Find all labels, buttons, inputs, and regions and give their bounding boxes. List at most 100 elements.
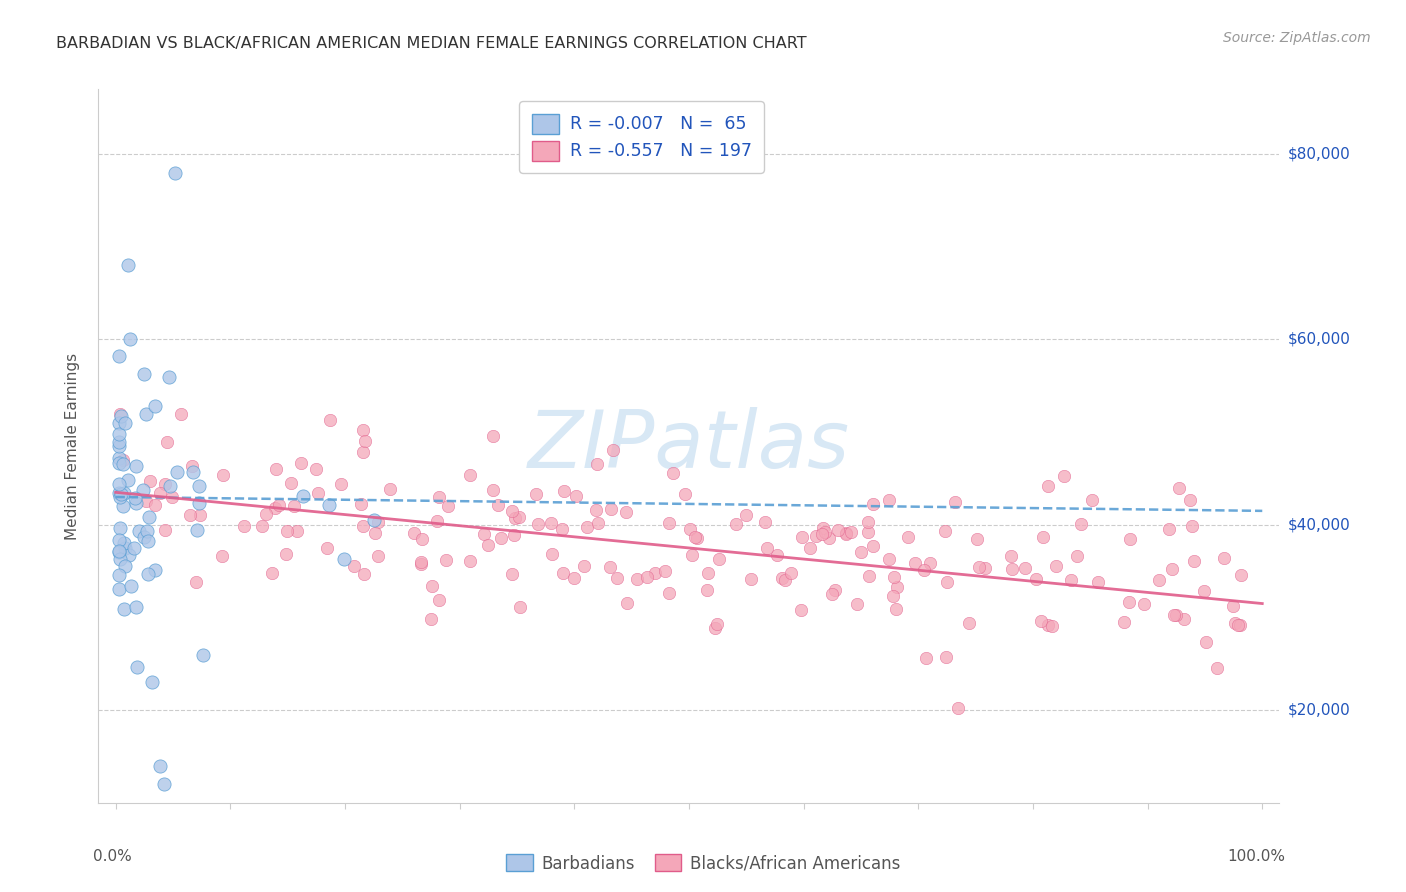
Point	[966, 532, 988, 546]
Point	[378, 482, 401, 496]
Text: 100.0%: 100.0%	[1227, 849, 1285, 864]
Point	[486, 498, 509, 512]
Point	[1133, 598, 1156, 612]
Point	[179, 508, 201, 523]
Point	[564, 571, 586, 585]
Point	[181, 465, 204, 479]
Point	[967, 560, 990, 574]
Point	[264, 461, 287, 475]
Point	[602, 443, 624, 458]
Point	[352, 518, 374, 533]
Point	[274, 547, 297, 561]
Point	[163, 166, 186, 180]
Point	[108, 544, 131, 558]
Point	[792, 530, 814, 544]
Point	[117, 473, 139, 487]
Point	[740, 572, 762, 586]
Point	[644, 566, 666, 581]
Point	[108, 533, 131, 547]
Point	[353, 566, 375, 581]
Point	[108, 568, 131, 582]
Point	[180, 458, 202, 473]
Point	[108, 450, 131, 465]
Point	[1118, 595, 1140, 609]
Point	[110, 407, 132, 421]
Point	[108, 435, 131, 450]
Point	[553, 483, 575, 498]
Point	[156, 435, 179, 450]
Point	[1032, 530, 1054, 544]
Point	[138, 510, 160, 524]
Point	[945, 495, 967, 509]
Point	[1195, 635, 1218, 649]
Point	[434, 552, 457, 566]
Point	[685, 530, 707, 544]
Point	[508, 599, 530, 614]
Text: $20,000: $20,000	[1288, 703, 1351, 718]
Text: $60,000: $60,000	[1288, 332, 1351, 347]
Point	[318, 413, 340, 427]
Point	[283, 499, 305, 513]
Point	[1182, 554, 1205, 568]
Point	[1167, 481, 1189, 495]
Point	[135, 407, 157, 421]
Point	[110, 551, 132, 566]
Point	[914, 651, 936, 665]
Point	[754, 516, 776, 530]
Point	[250, 518, 273, 533]
Point	[132, 530, 155, 544]
Point	[108, 485, 131, 500]
Point	[1112, 615, 1135, 630]
Text: BARBADIAN VS BLACK/AFRICAN AMERICAN MEDIAN FEMALE EARNINGS CORRELATION CHART: BARBADIAN VS BLACK/AFRICAN AMERICAN MEDI…	[56, 36, 807, 51]
Point	[811, 521, 834, 535]
Point	[305, 462, 328, 476]
Point	[606, 571, 628, 585]
Point	[1081, 492, 1104, 507]
Point	[1040, 618, 1063, 632]
Point	[839, 525, 862, 540]
Legend: R = -0.007   N =  65, R = -0.557   N = 197: R = -0.007 N = 65, R = -0.557 N = 197	[519, 102, 763, 173]
Point	[477, 538, 499, 552]
Point	[316, 541, 339, 555]
Point	[367, 515, 389, 529]
Point	[858, 515, 880, 529]
Point	[709, 552, 731, 566]
Point	[973, 561, 995, 575]
Point	[108, 545, 131, 559]
Point	[540, 516, 562, 530]
Point	[489, 531, 512, 545]
Point	[1159, 522, 1181, 536]
Point	[1066, 549, 1088, 563]
Point	[108, 440, 131, 454]
Point	[143, 564, 166, 578]
Point	[114, 541, 136, 556]
Point	[188, 479, 211, 493]
Point	[143, 399, 166, 413]
Point	[779, 566, 801, 580]
Point	[472, 527, 495, 541]
Point	[153, 476, 176, 491]
Point	[409, 555, 432, 569]
Point	[858, 569, 880, 583]
Point	[1001, 561, 1024, 575]
Point	[112, 602, 135, 616]
Point	[330, 477, 353, 491]
Point	[411, 557, 433, 571]
Point	[827, 523, 849, 537]
Point	[427, 490, 450, 504]
Point	[118, 548, 141, 562]
Point	[706, 617, 728, 632]
Point	[564, 489, 586, 503]
Point	[882, 590, 904, 604]
Point	[125, 659, 148, 673]
Point	[128, 524, 150, 538]
Point	[1229, 618, 1251, 632]
Point	[773, 574, 796, 588]
Point	[143, 498, 166, 512]
Point	[212, 468, 235, 483]
Point	[572, 559, 595, 574]
Point	[526, 487, 548, 501]
Point	[155, 524, 177, 538]
Point	[1226, 618, 1249, 632]
Point	[1223, 615, 1246, 630]
